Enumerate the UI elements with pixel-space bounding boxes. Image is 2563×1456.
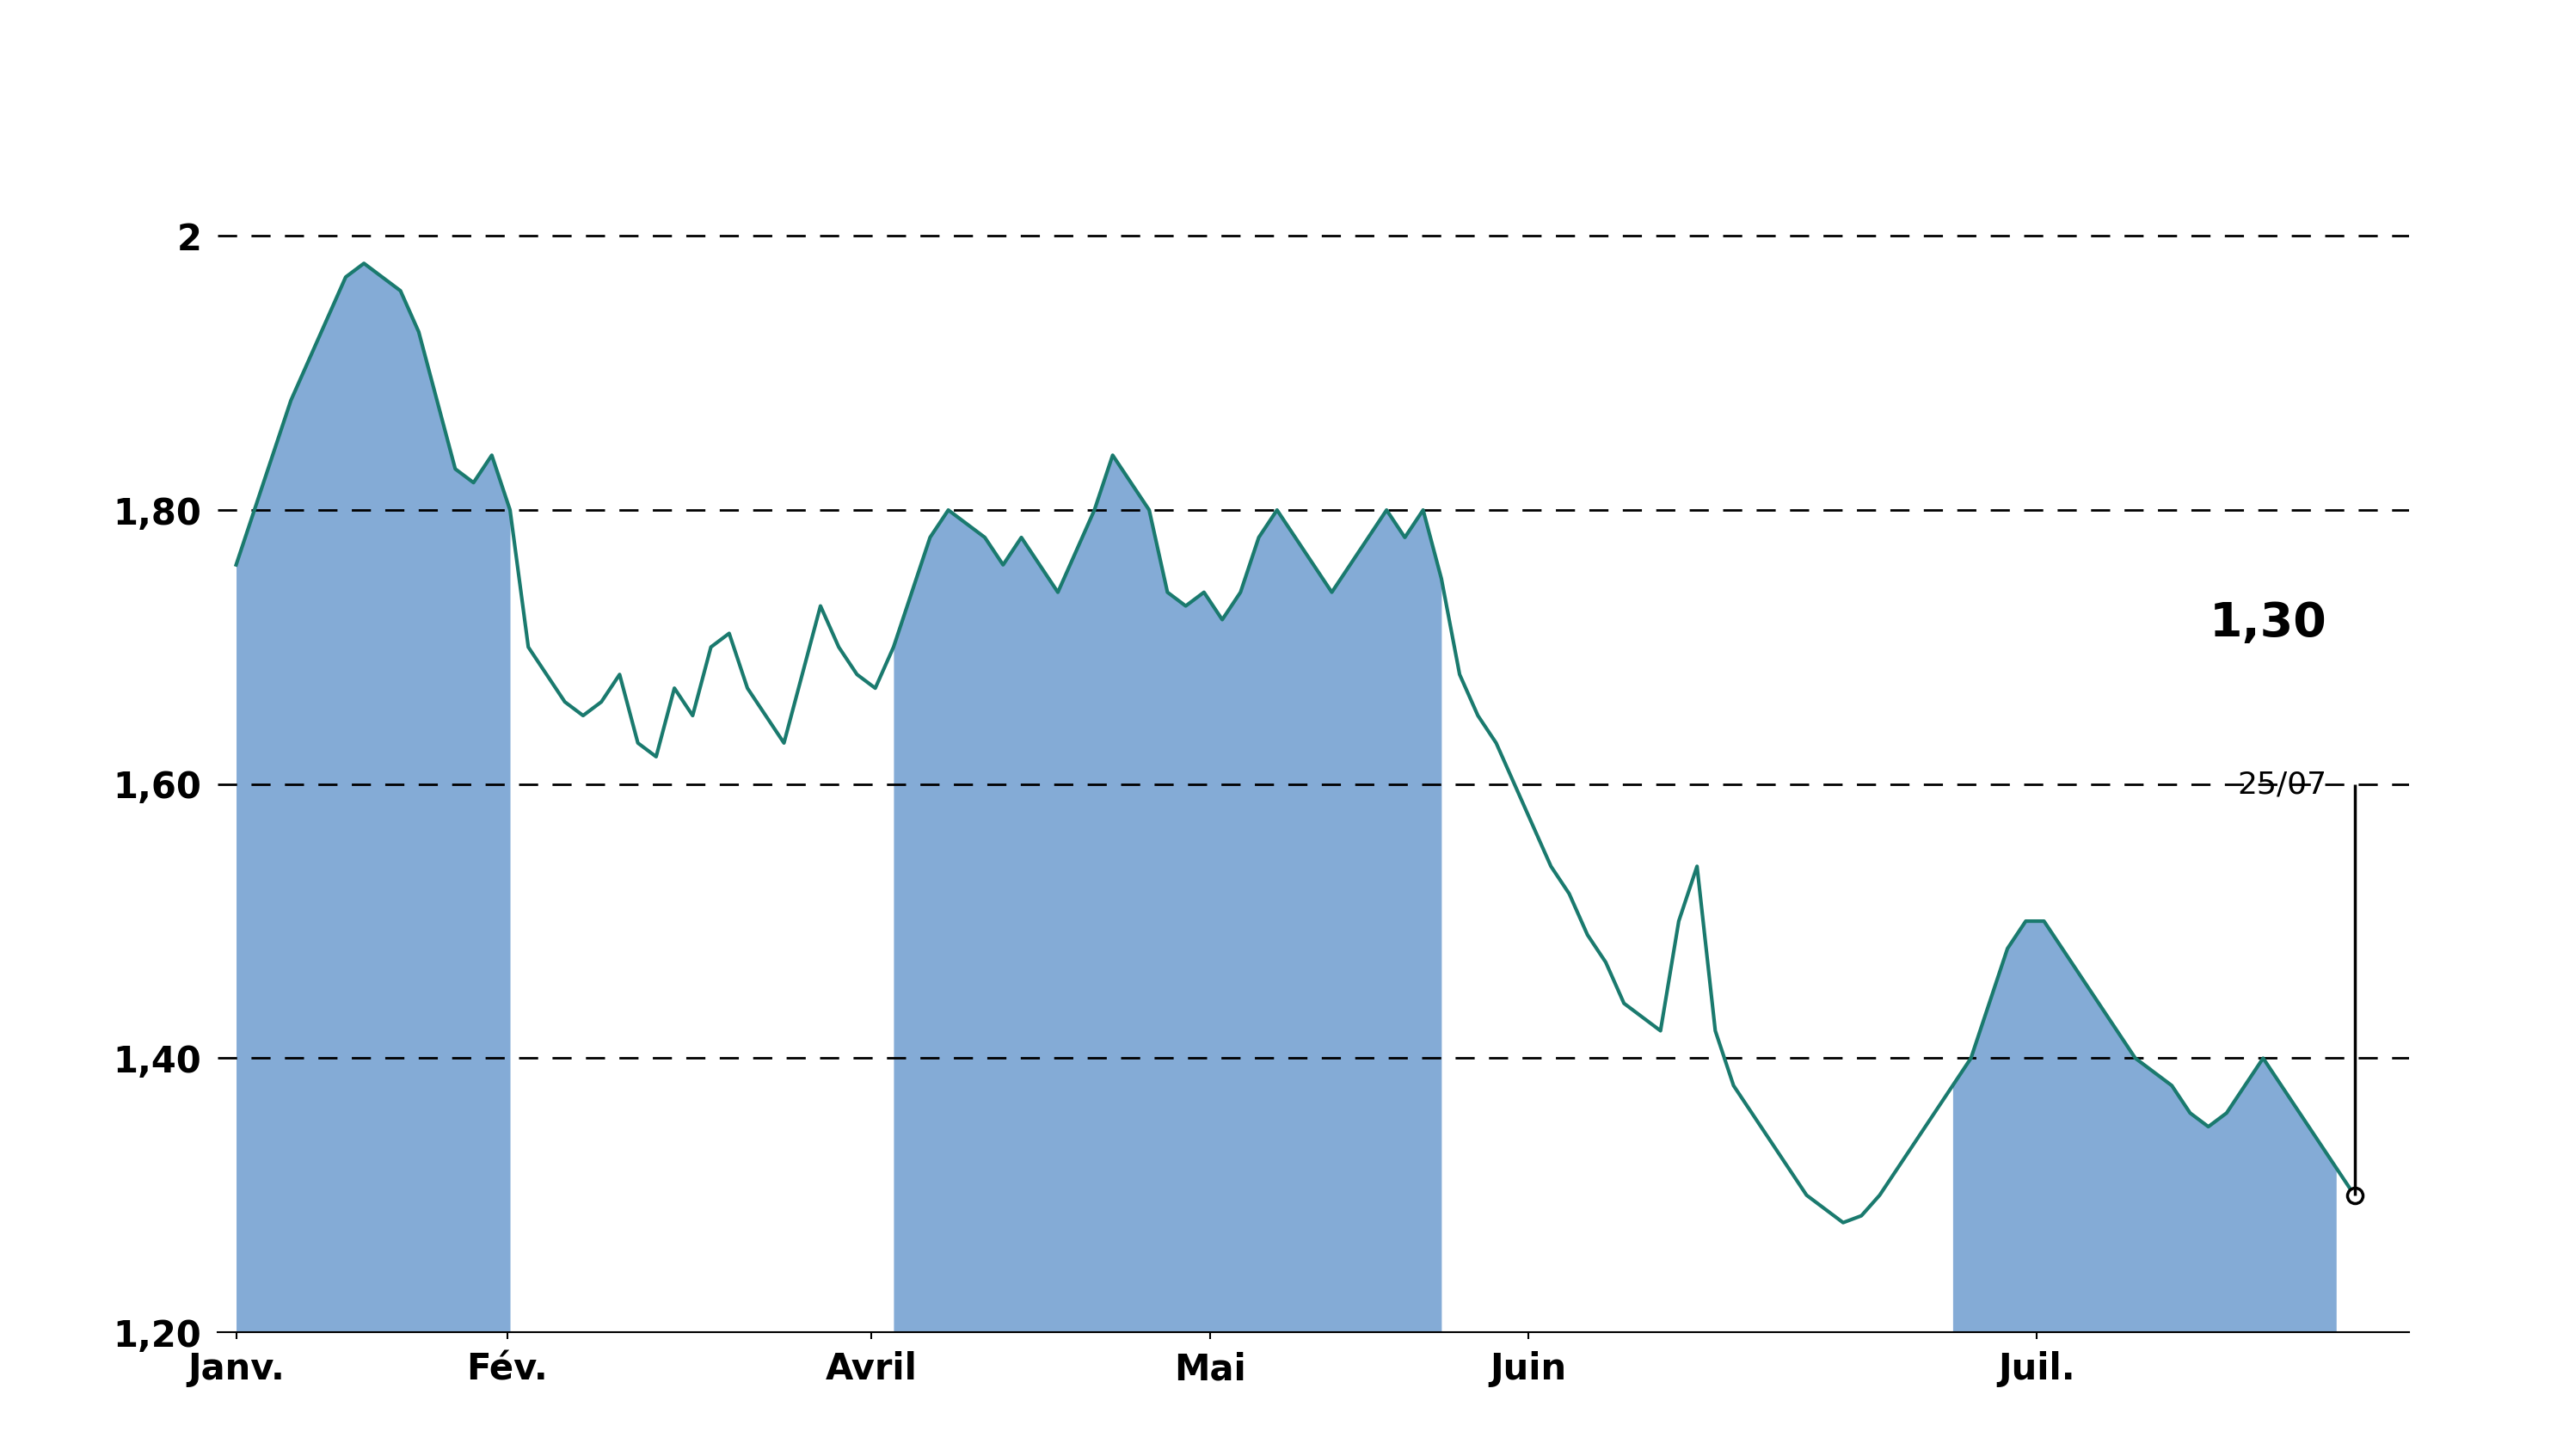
Text: 1,30: 1,30 xyxy=(2209,601,2327,646)
Text: Ur-Energy Inc.: Ur-Energy Inc. xyxy=(984,41,1579,112)
Text: 25/07: 25/07 xyxy=(2237,770,2327,799)
